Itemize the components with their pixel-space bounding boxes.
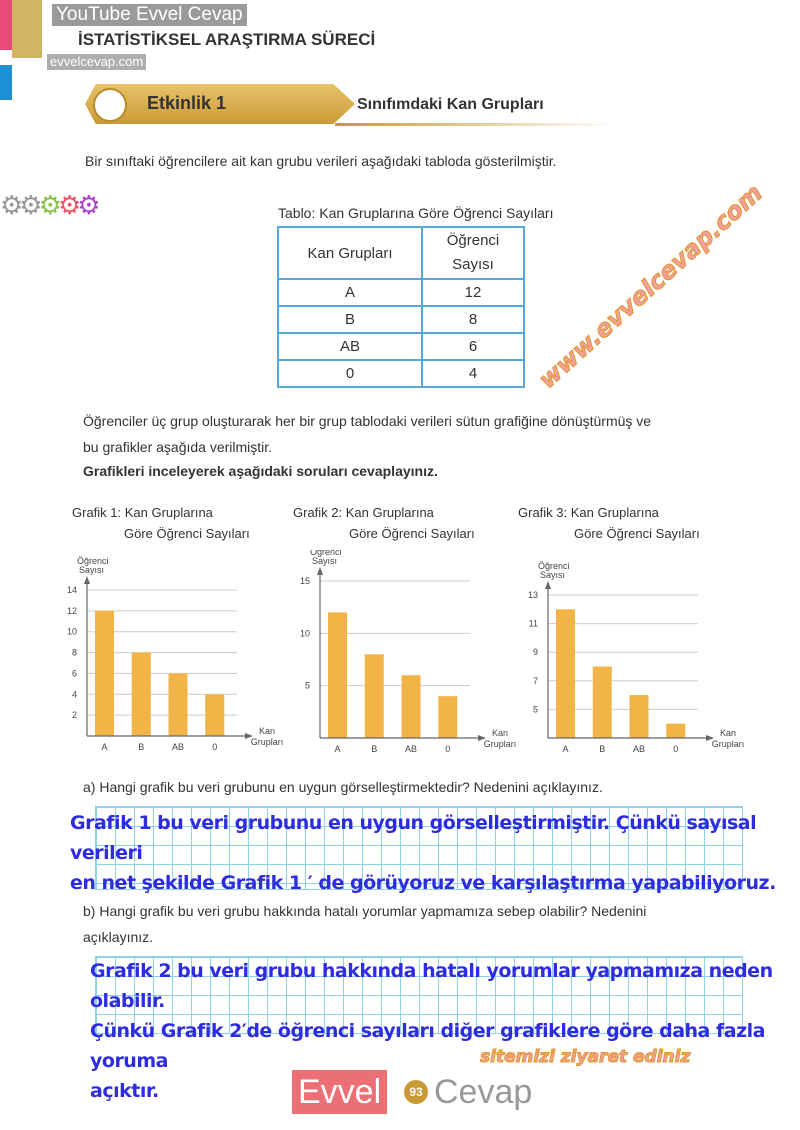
bar-A [556,609,575,738]
footer-logo: Evvel [292,1070,388,1114]
table-header: Öğrenci Sayısı [421,226,525,280]
table-row: A 12 [277,278,525,307]
y-axis-label: Öğrenci [77,556,109,566]
activity-label: Etkinlik 1 [147,93,227,113]
y-axis-label: Sayısı [312,556,337,566]
bar-B [131,652,151,736]
x-axis-arrow [706,735,714,741]
y-axis-arrow [84,576,90,584]
x-tick-label: AB [172,742,184,752]
x-tick-label: A [334,744,340,754]
color-strip [0,0,12,50]
bar-0 [205,694,225,736]
x-tick-label: 0 [212,742,217,752]
question-a: a) Hangi grafik bu veri grubunu en uygun… [83,779,603,795]
y-axis-arrow [317,567,323,575]
y-tick-label: 14 [67,585,77,595]
x-axis-arrow [245,733,253,739]
y-tick-label: 5 [305,681,310,691]
unit-title: İSTATİSTİKSEL ARAŞTIRMA SÜRECİ [78,30,376,49]
x-axis-label: Grupları [712,739,745,749]
bar-AB [629,695,649,738]
y-axis-label: Sayısı [540,570,565,580]
answer-b: Grafik 2 bu veri grubu hakkında hatalı y… [90,960,773,1102]
answer-a: Grafik 1 bu veri grubunu en uygun görsel… [70,812,776,894]
y-axis-label: Öğrenci [310,550,342,557]
chart-1-title: Grafik 1: Kan Gruplarına Göre Öğrenci Say… [72,505,250,541]
y-tick-label: 10 [300,628,310,638]
chart-3-title: Grafik 3: Kan Gruplarına Göre Öğrenci Say… [518,505,700,541]
bar-0 [438,696,458,738]
footer-logo-text: Cevap [434,1073,533,1111]
y-tick-label: 5 [533,704,538,714]
y-tick-label: 12 [67,606,77,616]
y-tick-label: 4 [72,689,77,699]
bar-B [592,666,612,738]
bar-AB [168,673,188,736]
instruction: Grafikleri inceleyerek aşağıdaki sorular… [83,463,438,479]
y-tick-label: 11 [529,619,538,629]
color-strip [0,65,12,100]
x-tick-label: B [599,744,605,754]
bar-AB [401,675,421,738]
y-tick-label: 6 [72,668,77,678]
x-axis-label: Kan [259,726,275,736]
bar-B [364,654,384,738]
gears-icon: ⚙⚙⚙⚙⚙ [0,190,101,220]
site-watermark: evvelcevap.com [47,54,147,70]
answer-grid [95,956,743,1034]
x-tick-label: A [101,742,107,752]
y-tick-label: 2 [72,710,77,720]
paragraph: bu grafikler aşağıda verilmiştir. [83,439,273,455]
y-axis-label: Sayısı [79,565,104,575]
y-tick-label: 7 [533,676,538,686]
answer-grid [95,806,743,890]
x-tick-label: 0 [673,744,678,754]
x-tick-label: A [562,744,568,754]
y-tick-label: 10 [67,627,77,637]
x-axis-label: Kan [492,728,508,738]
table-row: AB 6 [277,332,525,361]
chart-2-title: Grafik 2: Kan Gruplarına Göre Öğrenci Say… [293,505,475,541]
y-tick-label: 15 [300,576,310,586]
activity-banner: Etkinlik 1 Sınıfımdaki Kan Grupları [85,82,615,126]
logo-block [12,0,42,58]
question-b: b) Hangi grafik bu veri grubu hakkında h… [83,903,647,945]
book-icon [93,88,127,122]
table-caption: Tablo: Kan Gruplarına Göre Öğrenci Sayıl… [278,205,554,221]
x-axis-label: Grupları [484,739,517,749]
bar-0 [666,723,686,738]
bar-A [95,610,114,736]
youtube-watermark: YouTube Evvel Cevap [52,4,247,26]
x-axis-arrow [478,735,486,741]
x-axis-label: Kan [720,728,736,738]
x-tick-label: B [371,744,377,754]
x-tick-label: AB [633,744,645,754]
y-axis-label: Öğrenci [538,561,570,571]
x-tick-label: 0 [445,744,450,754]
table-header: Kan Grupları [277,226,423,280]
y-axis-arrow [545,581,551,589]
bar-A [328,612,347,738]
diagonal-watermark: www.evvelcevap.com [533,178,769,394]
paragraph: Öğrenciler üç grup oluşturarak her bir g… [83,413,652,429]
intro-text: Bir sınıftaki öğrencilere ait kan grubu … [85,153,557,169]
activity-title: Sınıfımdaki Kan Grupları [357,96,544,113]
page-number: 93 [404,1080,428,1104]
y-tick-label: 8 [72,648,77,658]
x-tick-label: B [138,742,144,752]
x-axis-label: Grupları [251,737,284,747]
y-tick-label: 9 [533,647,538,657]
x-tick-label: AB [405,744,417,754]
y-tick-label: 13 [528,590,538,600]
